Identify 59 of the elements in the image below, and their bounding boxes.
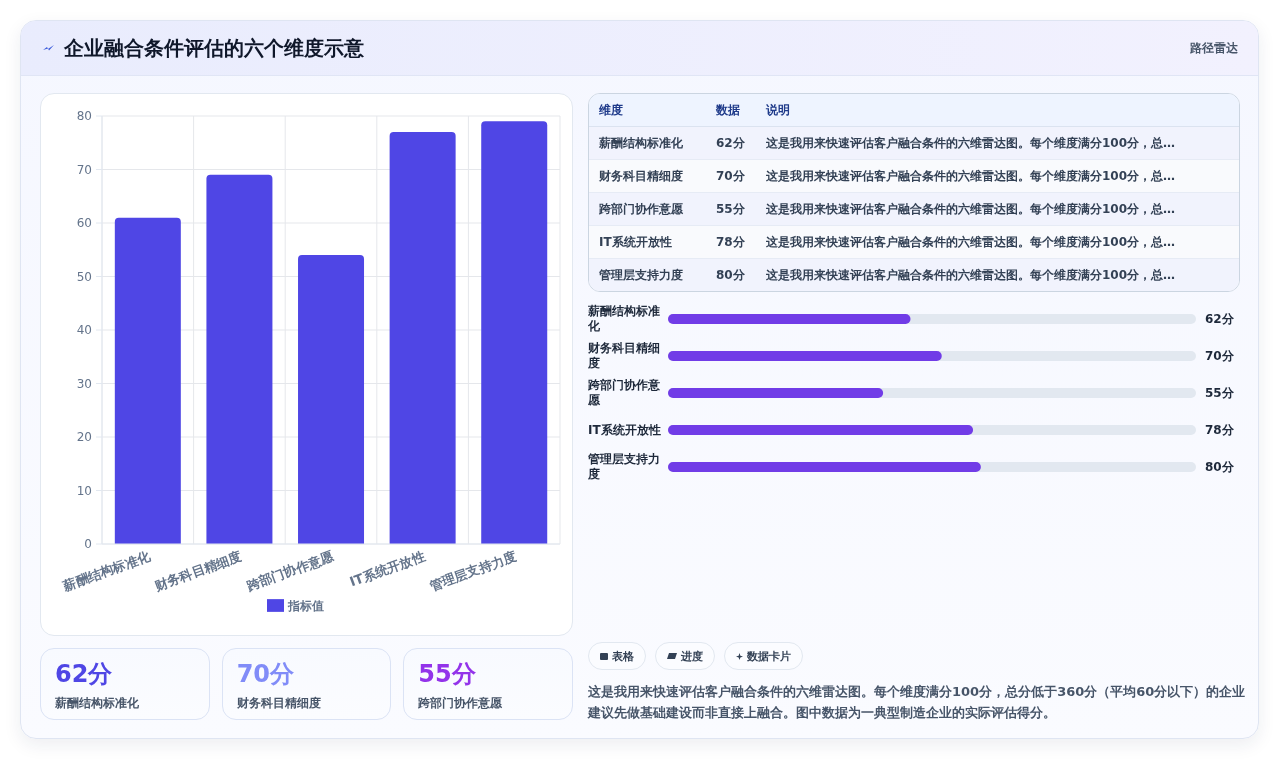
text: 这是我用来快速评估客户融合条件的六维雷达图。每个维度满分100分，总… xyxy=(766,234,1176,249)
y-tick-label: IT系统开放性 xyxy=(588,422,661,437)
x-tick-label: 跨部门协作意愿 xyxy=(243,548,337,594)
legend-label: 指标值 xyxy=(288,599,324,613)
text: 55分 xyxy=(418,660,476,688)
text: 62分 xyxy=(55,660,113,688)
y-tick-label: 财务科目精细度 xyxy=(587,341,660,370)
y-tick-label: 10 xyxy=(76,483,92,498)
y-tick-label: 0 xyxy=(84,537,92,552)
category-label: 薪酬结构标准化 xyxy=(599,135,683,150)
x-tick-label: 管理层支持力度 xyxy=(426,548,519,594)
category-label: 管理层支持力度 xyxy=(599,267,683,282)
chart-title: 企业融合条件评估的六个维度示意 xyxy=(64,34,364,62)
category-label: 进度 xyxy=(681,648,703,664)
text: 这是我用来快速评估客户融合条件的六维雷达图。每个维度满分100分，总… xyxy=(766,201,1176,216)
text: 80分 xyxy=(716,267,745,282)
category-label: 数据 xyxy=(715,101,741,119)
category-label: 说明 xyxy=(765,101,791,119)
text: 这是我用来快速评估客户融合条件的六维雷达图。每个维度满分100分，总… xyxy=(766,267,1176,282)
text: 这是我用来快速评估客户融合条件的六维雷达图。每个维度满分100分，总… xyxy=(766,168,1176,183)
bar xyxy=(389,132,456,544)
y-tick-label: 80 xyxy=(76,109,92,124)
bar xyxy=(298,255,365,544)
y-tick-label: 50 xyxy=(76,269,92,284)
text: 70分 xyxy=(236,660,295,688)
bar xyxy=(114,217,181,544)
x-tick-label: IT系统开放性 xyxy=(347,548,427,590)
category-label: 表格 xyxy=(612,648,634,664)
bar xyxy=(206,174,273,544)
category-label: IT系统开放性 xyxy=(599,234,672,249)
text: 78分 xyxy=(716,234,745,249)
y-tick-label: 20 xyxy=(76,430,92,445)
category-label: 财务科目精细度 xyxy=(236,695,322,712)
y-tick-label: 跨部门协作意愿 xyxy=(587,378,661,407)
category-label: 跨部门协作意愿 xyxy=(418,695,504,712)
category-label: 数据卡片 xyxy=(747,648,791,664)
x-tick-label: 财务科目精细度 xyxy=(152,548,244,594)
text: 62分 xyxy=(716,135,745,150)
data-label: 55分 xyxy=(1205,386,1235,400)
y-tick-label: 薪酬结构标准化 xyxy=(587,304,660,333)
text: 这是我用来快速评估客户融合条件的六维雷达图。每个维度满分100分，总分低于360分（平均60分以下）的企业建议先做基础建设而非直接上融合。图中数据为一典型制造企业的实际评估得分。 xyxy=(588,683,1247,722)
y-tick-label: 管理层支持力度 xyxy=(587,452,660,481)
text: 55分 xyxy=(716,201,745,216)
text: 维度 xyxy=(598,101,624,119)
y-tick-label: 30 xyxy=(76,376,92,391)
y-tick-label: 40 xyxy=(76,323,92,338)
data-label: 70分 xyxy=(1205,349,1235,363)
data-label: 62分 xyxy=(1205,312,1235,326)
data-label: 78分 xyxy=(1205,423,1235,437)
data-label: 80分 xyxy=(1205,460,1235,474)
text: 这是我用来快速评估客户融合条件的六维雷达图。每个维度满分100分，总… xyxy=(766,135,1176,150)
y-tick-label: 60 xyxy=(76,216,92,231)
category-label: 财务科目精细度 xyxy=(599,168,683,183)
text: 70分 xyxy=(716,168,745,183)
category-label: 薪酬结构标准化 xyxy=(55,695,140,712)
text: 路径雷达 xyxy=(1190,39,1238,57)
category-label: 跨部门协作意愿 xyxy=(599,201,683,216)
bar xyxy=(481,121,548,544)
y-tick-label: 70 xyxy=(76,162,92,177)
